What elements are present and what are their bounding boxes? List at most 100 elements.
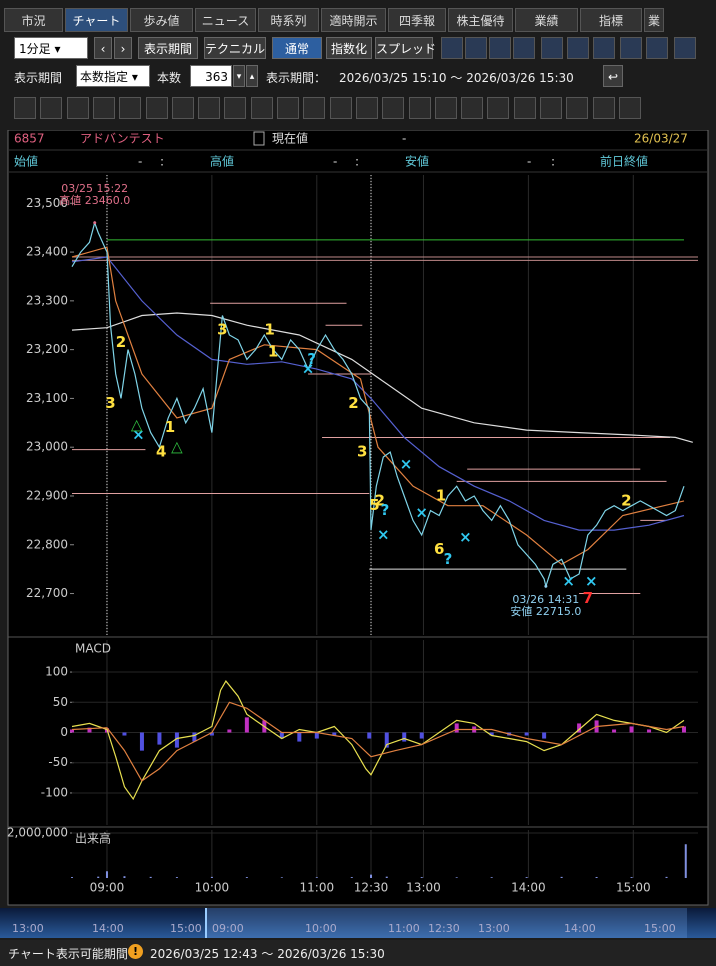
mode-button[interactable]: 通常	[272, 37, 322, 59]
tab[interactable]: 指標	[580, 8, 642, 32]
y-tick-label: 23,000	[26, 440, 68, 454]
interval-select[interactable]: 1分足 ▾	[14, 37, 88, 59]
count-down[interactable]: ▾	[233, 65, 245, 87]
tool-icon[interactable]	[465, 37, 487, 59]
field-label: 前日終値	[600, 154, 648, 169]
tab[interactable]: 株主優待	[448, 8, 513, 32]
tab[interactable]: 適時開示	[321, 8, 386, 32]
signal-marker: ?	[307, 350, 316, 368]
draw-tool-icon[interactable]	[592, 97, 615, 119]
macd-histogram-bar	[70, 729, 74, 733]
field-value: -	[333, 155, 337, 169]
prev[interactable]: ‹	[94, 37, 112, 59]
tab-scroll[interactable]	[682, 8, 696, 32]
count-up[interactable]: ▴	[246, 65, 258, 87]
tab[interactable]: チャート	[65, 8, 128, 32]
tool-icon[interactable]	[593, 37, 615, 59]
signal-marker: 1	[264, 321, 274, 339]
volume-bar	[105, 871, 108, 878]
draw-tool-icon[interactable]	[487, 97, 510, 119]
tool-icon[interactable]	[674, 37, 696, 59]
macd-histogram-bar	[647, 729, 652, 733]
field-value: -	[527, 155, 531, 169]
series-line	[71, 701, 685, 782]
navigator-window[interactable]	[205, 908, 687, 938]
macd-histogram-bar	[367, 732, 372, 739]
period-mode[interactable]: 本数指定 ▾	[76, 65, 150, 87]
range: 2026/03/25 15:10 ～ 2026/03/26 15:30	[339, 71, 574, 85]
volume-bar	[385, 876, 388, 878]
draw-tool-icon[interactable]	[198, 97, 221, 119]
draw-tool-icon[interactable]	[382, 97, 405, 119]
draw-tool-icon[interactable]	[40, 97, 63, 119]
draw-tool-icon[interactable]	[513, 97, 536, 119]
tool-icon[interactable]	[489, 37, 511, 59]
signal-marker: △	[131, 416, 143, 434]
technical-button[interactable]: テクニカル	[204, 37, 266, 59]
tool-icon[interactable]	[513, 37, 535, 59]
signal-marker: 7	[583, 589, 593, 607]
tab-scroll[interactable]	[668, 8, 682, 32]
tool-icon[interactable]	[567, 37, 589, 59]
draw-tool-icon[interactable]	[250, 97, 273, 119]
macd-histogram-bar	[612, 729, 617, 733]
navigator-label: 13:00	[12, 922, 44, 935]
macd-histogram-bar	[139, 732, 144, 751]
count-input[interactable]: 363	[190, 65, 232, 87]
draw-tool-icon[interactable]	[329, 97, 352, 119]
macd-histogram-bar	[122, 732, 127, 736]
tool-icon[interactable]	[441, 37, 463, 59]
macd-histogram-bar	[577, 723, 582, 733]
tab[interactable]: 市況	[4, 8, 63, 32]
draw-tool-icon[interactable]	[224, 97, 247, 119]
navigator-label: 14:00	[92, 922, 124, 935]
tab[interactable]: 四季報	[388, 8, 446, 32]
tool-icon[interactable]	[541, 37, 563, 59]
draw-tool-icon[interactable]	[119, 97, 142, 119]
tab[interactable]: ニュース	[195, 8, 256, 32]
mode-button[interactable]: スプレッド	[375, 37, 436, 59]
draw-tool-icon[interactable]	[171, 97, 194, 119]
draw-tool-icon[interactable]	[145, 97, 168, 119]
tool-icon[interactable]	[620, 37, 642, 59]
draw-tool-icon[interactable]	[461, 97, 484, 119]
y-tick-label: 50	[53, 695, 68, 709]
signal-marker: ×	[415, 504, 428, 522]
next[interactable]: ›	[114, 37, 132, 59]
macd-histogram-bar	[384, 732, 389, 748]
annotation-point	[93, 221, 97, 225]
draw-tool-icon[interactable]	[408, 97, 431, 119]
macd-histogram-bar	[157, 732, 162, 745]
draw-tool-icon[interactable]	[277, 97, 299, 119]
period-mode-text: 本数指定	[80, 70, 129, 84]
period-button[interactable]: 表示期間	[138, 37, 198, 59]
x-tick-label: 12:30	[354, 881, 389, 895]
draw-tool-icon[interactable]	[355, 97, 378, 119]
draw-tool-icon[interactable]	[303, 97, 326, 119]
chart-frame	[7, 130, 709, 906]
draw-tool-icon[interactable]	[14, 97, 36, 119]
tab-scroll[interactable]	[696, 8, 710, 32]
draw-tool-icon[interactable]	[618, 97, 641, 119]
volume-bar	[97, 876, 100, 878]
mode-button[interactable]: 指数化	[326, 37, 372, 59]
tab[interactable]: 歩み値	[130, 8, 193, 32]
signal-marker: 4	[156, 443, 166, 461]
draw-tool-icon[interactable]	[566, 97, 589, 119]
volume-bar	[123, 876, 126, 878]
y-tick-label: 22,900	[26, 488, 68, 502]
navigator-label: 11:00	[388, 922, 420, 935]
range-label: 表示期間：	[266, 71, 327, 85]
reset-button[interactable]: ↩	[603, 65, 623, 87]
tab[interactable]: 業績	[515, 8, 578, 32]
tab[interactable]: 業	[644, 8, 664, 32]
draw-tool-icon[interactable]	[92, 97, 115, 119]
tool-icon[interactable]	[646, 37, 668, 59]
signal-marker: 6	[434, 540, 444, 558]
draw-tool-icon[interactable]	[66, 97, 89, 119]
navigator-label: 12:30	[428, 922, 460, 935]
draw-tool-icon[interactable]	[434, 97, 457, 119]
warning-icon: !	[128, 944, 143, 959]
tab[interactable]: 時系列	[258, 8, 319, 32]
draw-tool-icon[interactable]	[540, 97, 562, 119]
